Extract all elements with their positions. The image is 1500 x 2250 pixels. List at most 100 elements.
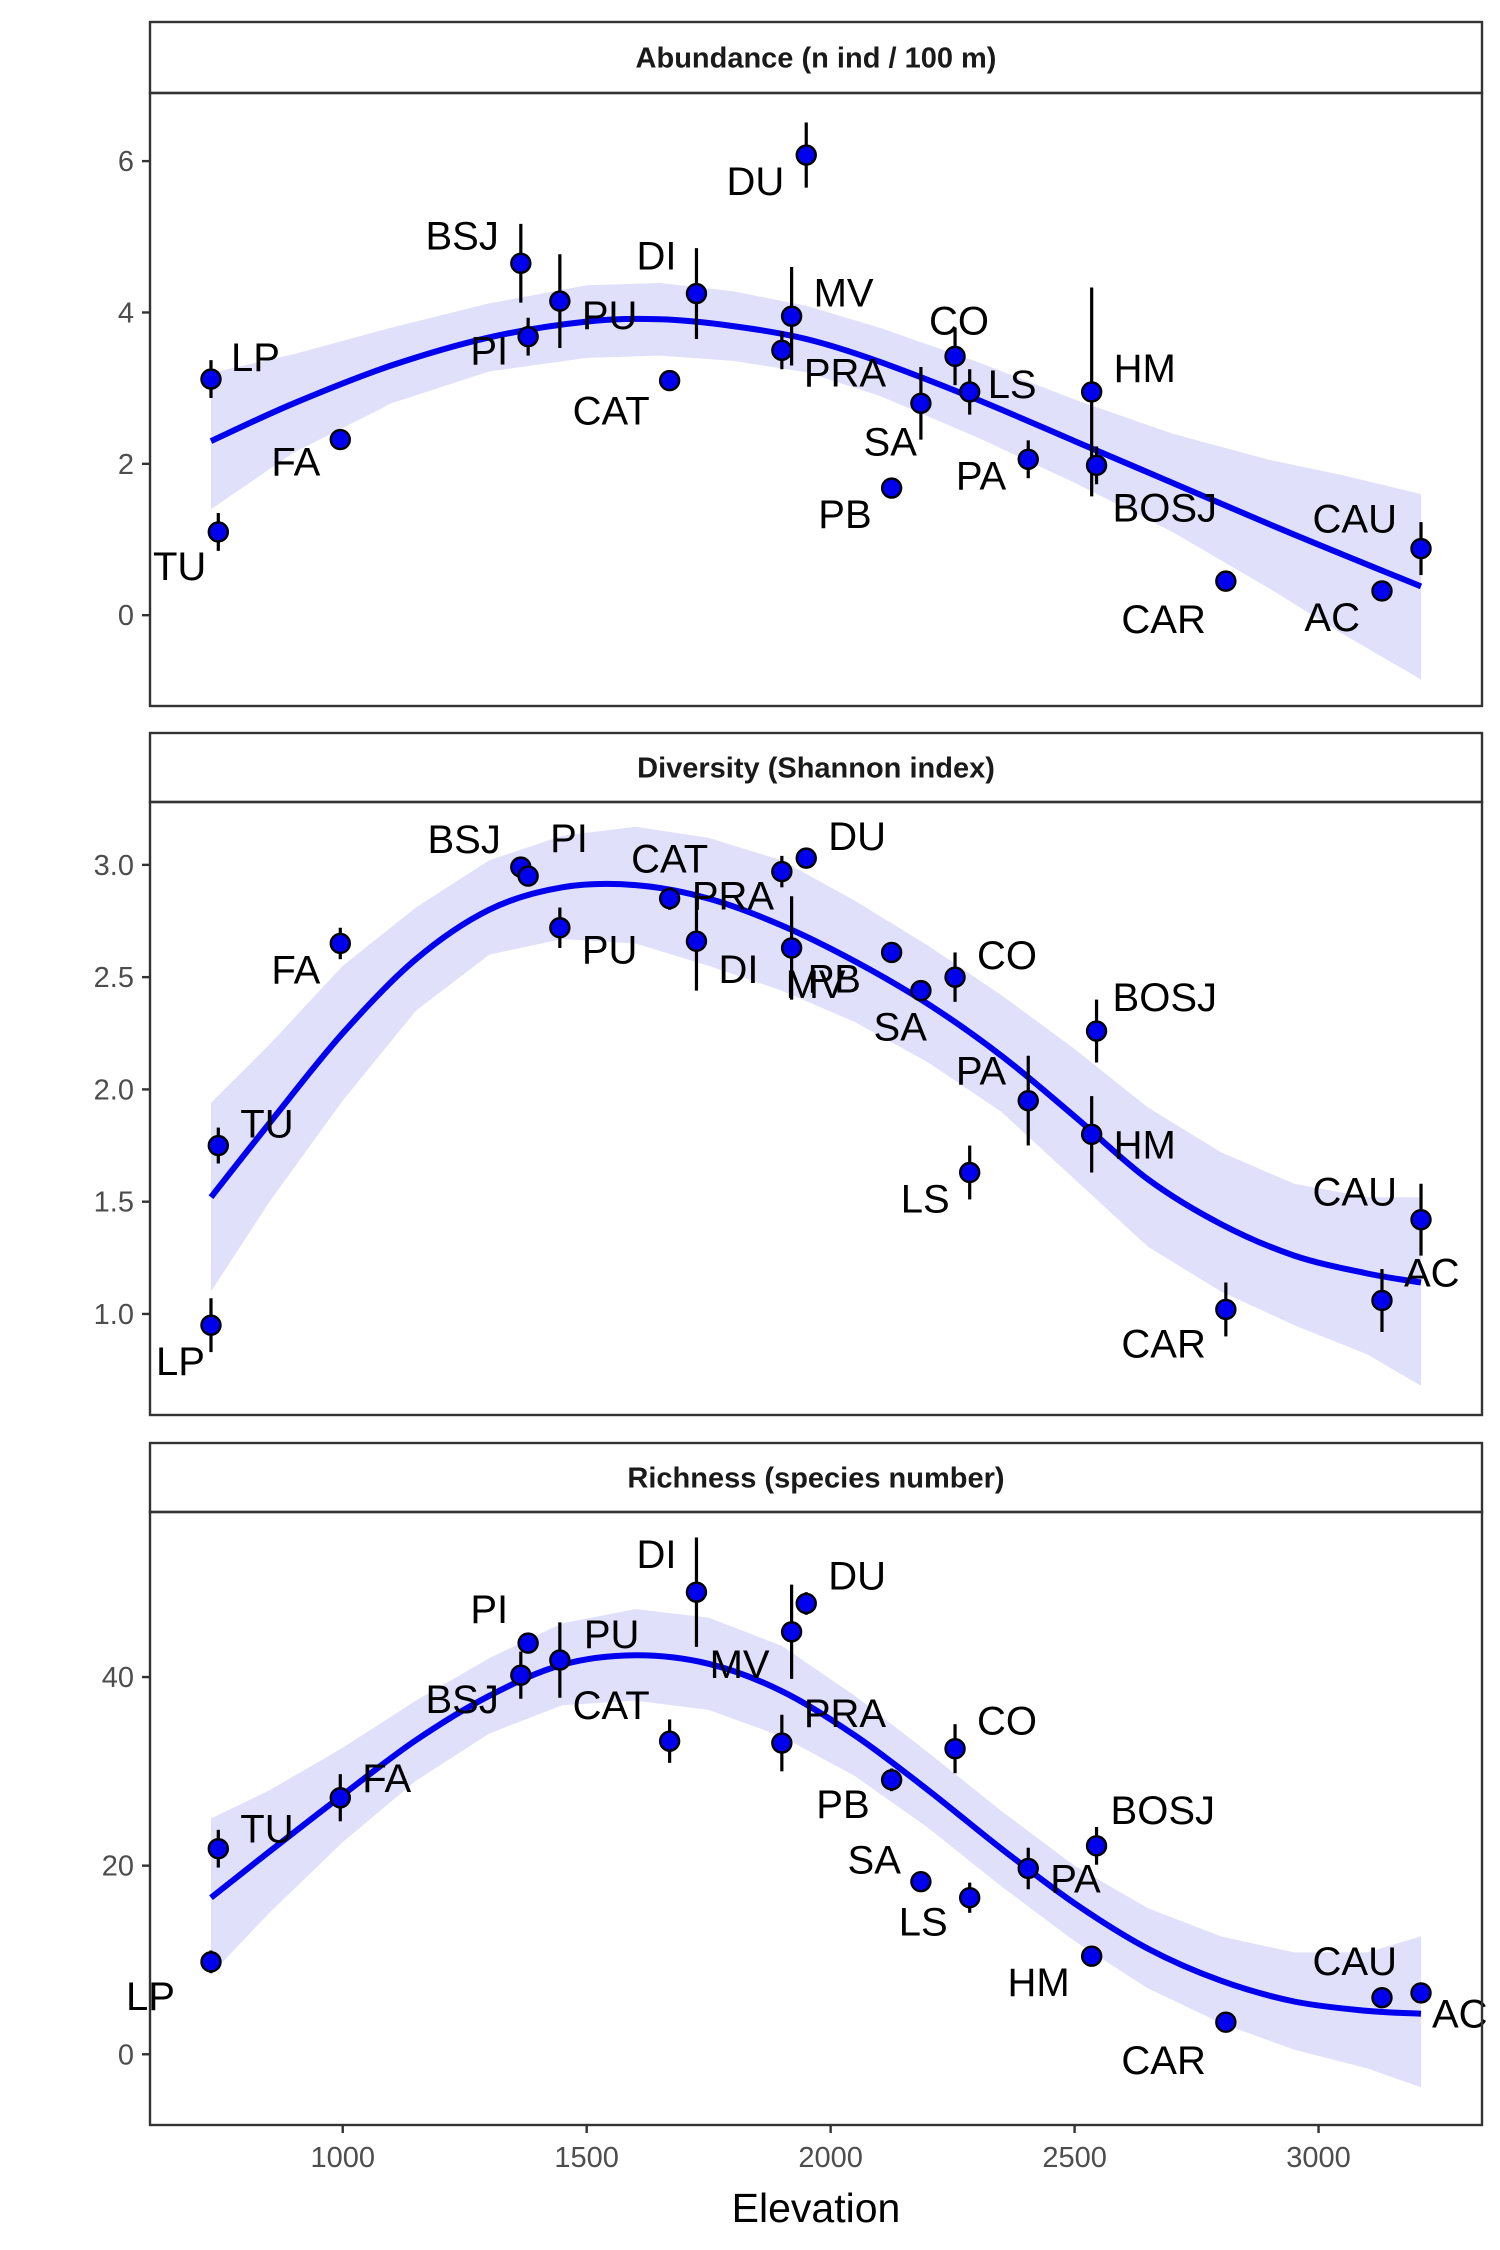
- abundance-label-mv: MV: [814, 271, 874, 315]
- abundance-label-ac: AC: [1304, 596, 1360, 640]
- richness-point-pi: [517, 1632, 539, 1654]
- diversity-y-tick-label: 2.0: [94, 1074, 134, 1106]
- abundance-point-sa: [910, 392, 932, 414]
- abundance-label-ls: LS: [988, 363, 1037, 407]
- richness-panel-border: [148, 1510, 1484, 2127]
- diversity-label-ls: LS: [901, 1177, 950, 1221]
- abundance-y-tick-label: 2: [118, 449, 134, 481]
- richness-label-ls: LS: [899, 1901, 948, 1945]
- abundance-point-pra: [771, 339, 793, 362]
- diversity-point-cau: [1410, 1208, 1432, 1231]
- diversity-point-pa: [1017, 1089, 1039, 1112]
- abundance-point-pb: [880, 477, 903, 499]
- diversity-point-pb: [880, 941, 903, 964]
- diversity-label-mv: MV: [786, 963, 846, 1007]
- diversity-point-cat: [658, 887, 681, 910]
- diversity-label-du: DU: [828, 815, 886, 859]
- abundance-panel: Abundance (n ind / 100 m) TU LP FA PI BSJ PU C…: [118, 20, 1484, 708]
- richness-label-car: CAR: [1121, 2039, 1205, 2083]
- diversity-point-pi: [517, 865, 539, 887]
- diversity-label-cau: CAU: [1313, 1171, 1397, 1215]
- richness-point-pu: [549, 1649, 571, 1671]
- diversity-label-pra: PRA: [692, 875, 775, 919]
- richness-point-co: [944, 1738, 966, 1760]
- richness-plot-area: LPTUFABSJPIPUCATDIPRAMVDUPBSACOLSPAHMBOS…: [102, 1510, 1488, 2127]
- abundance-label-fa: FA: [271, 441, 320, 485]
- x-axis-title: Elevation: [732, 2185, 901, 2231]
- diversity-label-pa: PA: [956, 1050, 1007, 1094]
- diversity-point-pu: [549, 917, 571, 939]
- richness-point-bosj: [1085, 1835, 1108, 1857]
- abundance-y-tick-label: 6: [118, 146, 134, 178]
- abundance-label-bosj: BOSJ: [1113, 486, 1217, 530]
- richness-point-lp: [200, 1951, 222, 1973]
- richness-point-ac: [1371, 1986, 1393, 2009]
- abundance-point-cat: [658, 369, 681, 392]
- richness-label-tu: TU: [240, 1808, 293, 1852]
- diversity-point-fa: [329, 932, 351, 955]
- diversity-plot-contents: [200, 826, 1432, 1386]
- abundance-label-co: CO: [929, 299, 989, 343]
- richness-point-pa: [1017, 1857, 1039, 1880]
- richness-point-car: [1215, 2011, 1237, 2033]
- diversity-label-fa: FA: [271, 948, 320, 992]
- richness-y-tick-label: 40: [102, 1662, 134, 1694]
- abundance-label-hm: HM: [1114, 347, 1176, 391]
- richness-title: Richness (species number): [627, 1463, 1004, 1495]
- abundance-label-car: CAR: [1121, 598, 1205, 642]
- diversity-point-tu: [207, 1134, 230, 1157]
- diversity-label-tu: TU: [240, 1103, 293, 1147]
- richness-y-tick-label: 20: [102, 1851, 134, 1883]
- diversity-label-pu: PU: [582, 929, 638, 973]
- abundance-plot-contents: [200, 122, 1432, 680]
- abundance-point-di: [685, 282, 708, 305]
- diversity-panel-border: [148, 800, 1484, 1417]
- diversity-point-car: [1215, 1298, 1237, 1321]
- richness-point-cau: [1410, 1982, 1432, 2004]
- diversity-label-lp: LP: [156, 1340, 205, 1384]
- abundance-fit-line: [209, 315, 1423, 590]
- x-tick-label: 3000: [1286, 2142, 1351, 2174]
- abundance-label-pb: PB: [818, 493, 871, 537]
- diversity-label-di: DI: [718, 948, 758, 992]
- abundance-label-tu: TU: [153, 545, 206, 589]
- abundance-y-tick-label: 0: [118, 600, 134, 632]
- diversity-label-ac: AC: [1404, 1251, 1460, 1295]
- abundance-label-pa: PA: [956, 454, 1007, 498]
- abundance-point-mv: [780, 305, 803, 327]
- diversity-point-ac: [1371, 1289, 1393, 1312]
- richness-point-tu: [207, 1837, 230, 1860]
- diversity-point-pra: [771, 860, 793, 883]
- diversity-label-pi: PI: [550, 817, 588, 861]
- diversity-label-pb: PB: [808, 957, 861, 1001]
- x-tick-label: 2500: [1042, 2142, 1107, 2174]
- richness-strip: [148, 1441, 1484, 1514]
- richness-label-hm: HM: [1007, 1961, 1069, 2005]
- diversity-panel: Diversity (Shannon index) LP TU FA BSJ PI PU C…: [94, 731, 1484, 1417]
- abundance-plot-area: TU LP FA PI BSJ PU CAT DI MV DU PRA PB SA CO LS PA HM BOS…: [118, 91, 1484, 708]
- richness-point-du: [795, 1592, 817, 1615]
- richness-point-pb: [880, 1769, 903, 1791]
- richness-label-du: DU: [828, 1554, 886, 1598]
- abundance-point-lp: [200, 368, 222, 390]
- richness-point-di: [685, 1581, 708, 1603]
- abundance-label-pra: PRA: [804, 351, 887, 395]
- abundance-point-cau: [1410, 537, 1432, 560]
- diversity-point-hm: [1080, 1123, 1103, 1146]
- abundance-label-lp: LP: [231, 336, 280, 380]
- abundance-point-hm: [1080, 381, 1103, 403]
- abundance-point-car: [1215, 570, 1237, 592]
- richness-point-hm: [1080, 1945, 1103, 1967]
- x-axis: 1000 1500 2000 2500 3000: [310, 2125, 1351, 2174]
- diversity-y-tick-label: 1.5: [94, 1187, 134, 1219]
- richness-point-ls: [958, 1887, 981, 1909]
- diversity-point-co: [944, 966, 966, 988]
- abundance-point-pi: [517, 325, 539, 348]
- richness-label-sa: SA: [848, 1839, 902, 1883]
- abundance-label-cat: CAT: [573, 390, 650, 434]
- abundance-title: Abundance (n ind / 100 m): [636, 43, 997, 75]
- abundance-y-tick-label: 4: [118, 297, 134, 329]
- richness-point-pra: [771, 1732, 793, 1754]
- abundance-label-du: DU: [726, 160, 784, 204]
